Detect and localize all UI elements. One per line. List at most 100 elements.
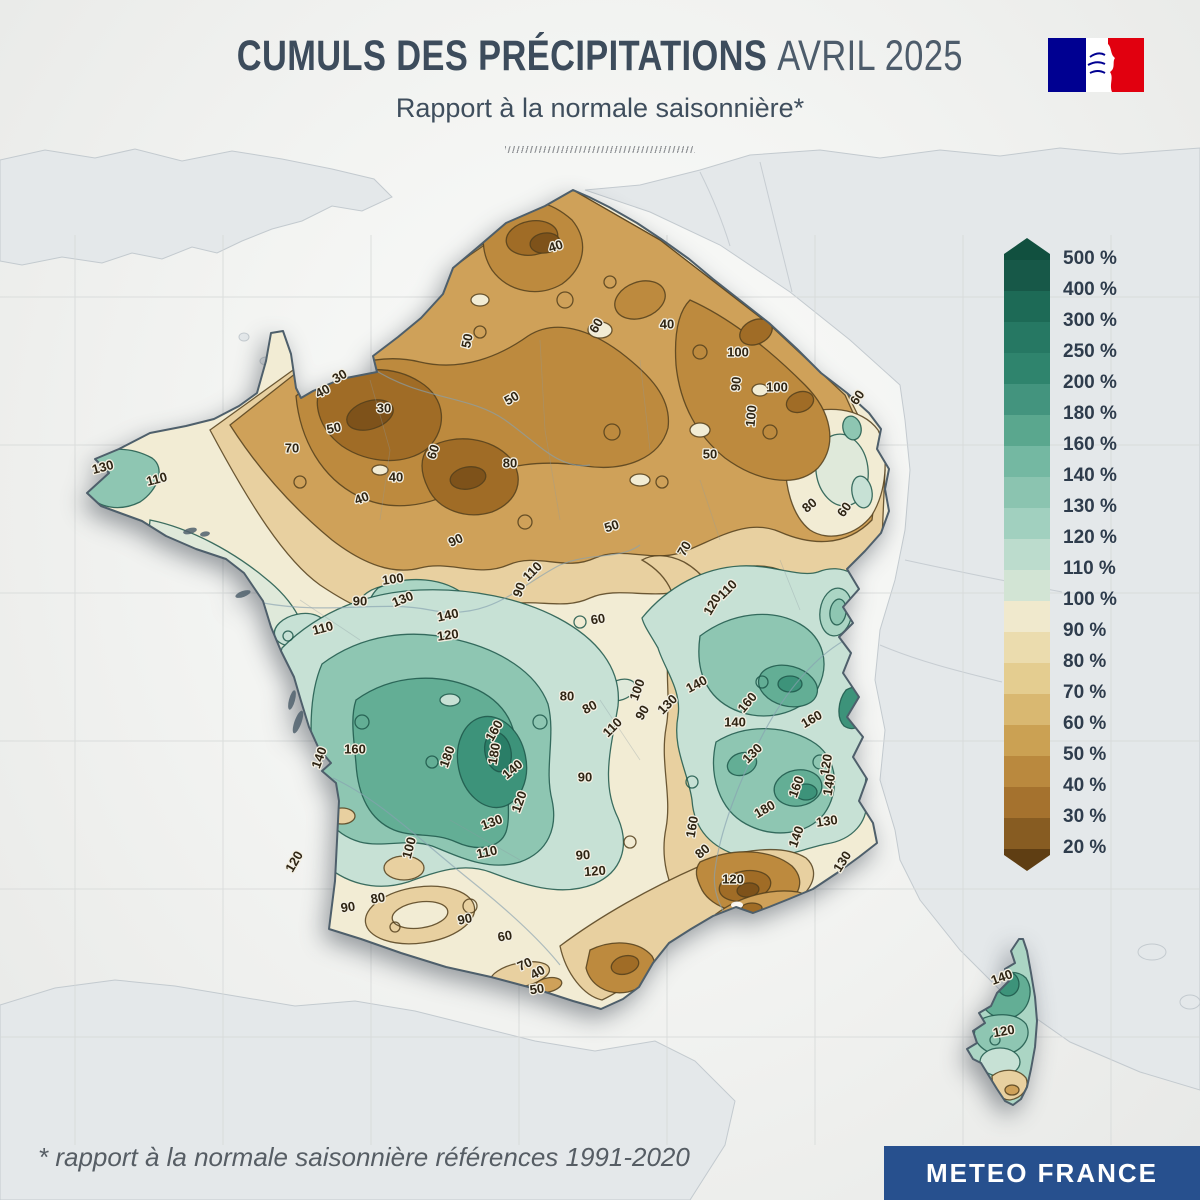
legend-label: 110 % (1063, 558, 1116, 579)
france-territory (86, 189, 1038, 1106)
legend-label: 250 % (1063, 341, 1117, 362)
color-scale-legend: 500 % 400 % 300 % 250 % 200 % 180 % 160 % 140 %… (1004, 238, 1141, 871)
brand-label: METEO FRANCE (926, 1157, 1158, 1188)
marianne-hair-icon (1087, 52, 1106, 74)
england-landmass (0, 148, 393, 266)
contour-label: 50 (529, 981, 545, 998)
contour-label: 80 (560, 688, 574, 703)
hatched-divider (505, 146, 695, 154)
legend-band (1004, 446, 1050, 477)
contour-label: 90 (340, 899, 356, 916)
legend-label: 130 % (1063, 496, 1117, 517)
contour-label: 120 (722, 871, 744, 886)
contour-label: 90 (509, 580, 528, 599)
flag-blue (1048, 38, 1086, 92)
french-republic-flag-logo (1048, 38, 1144, 92)
contour-label: 110 (311, 618, 335, 638)
legend-label: 300 % (1063, 310, 1117, 331)
contour-label: 40 (660, 316, 674, 331)
title-period: AVRIL 2025 (777, 32, 964, 80)
contour-label: 100 (766, 379, 788, 394)
marianne-profile-icon (1108, 38, 1115, 92)
contour-label: 90 (578, 769, 592, 784)
legend-label: 200 % (1063, 372, 1117, 393)
legend-label: 500 % (1063, 248, 1117, 269)
contour-label: 160 (683, 815, 702, 839)
subtitle: Rapport à la normale saisonnière* (395, 93, 805, 124)
contour-label: 80 (503, 455, 517, 470)
contour-label: 50 (703, 446, 717, 461)
contour-label: 70 (285, 440, 299, 455)
legend-label: 20 % (1063, 837, 1107, 858)
legend-band (1004, 663, 1050, 694)
legend-label: 90 % (1063, 620, 1107, 641)
legend-color-bar (1004, 238, 1050, 871)
legend-band (1004, 477, 1050, 508)
france-coastline (86, 189, 890, 1010)
flag-red (1108, 38, 1144, 92)
contour-label: 60 (496, 927, 513, 944)
legend-band (1004, 787, 1050, 818)
contour-label: 120 (584, 863, 607, 879)
legend-label: 120 % (1063, 527, 1117, 548)
legend-bands (1004, 260, 1050, 849)
legend-arrow-down-icon (1004, 849, 1050, 871)
contour-label: 140 (724, 714, 746, 729)
legend-label: 30 % (1063, 806, 1107, 827)
legend-band (1004, 508, 1050, 539)
contour-label: 180 (485, 742, 504, 766)
contour-label: 30 (377, 400, 391, 415)
island (1179, 994, 1200, 1010)
rivers (262, 367, 846, 966)
legend-labels: 500 % 400 % 300 % 250 % 200 % 180 % 160 % 140 %… (1063, 238, 1141, 871)
legend-band (1004, 539, 1050, 570)
minor-contour-rings (282, 275, 1001, 1046)
contour-label: 100 (727, 344, 749, 359)
legend-arrow-up-icon (1004, 238, 1050, 260)
contour-label: 80 (369, 889, 386, 906)
contour-label: 100 (381, 570, 405, 588)
flag-white (1086, 38, 1108, 92)
legend-label: 80 % (1063, 651, 1107, 672)
legend-band (1004, 694, 1050, 725)
contour-label: 60 (590, 611, 606, 628)
contour-label: 120 (817, 753, 836, 777)
meteo-france-brand-bar: METEO FRANCE (884, 1146, 1200, 1200)
legend-band (1004, 260, 1050, 291)
legend-label: 50 % (1063, 744, 1107, 765)
legend-band (1004, 725, 1050, 756)
contour-label: 50 (458, 332, 476, 349)
header: CUMULS DES PRÉCIPITATIONS AVRIL 2025 Rap… (0, 0, 1200, 154)
legend-band (1004, 384, 1050, 415)
legend-label: 400 % (1063, 279, 1117, 300)
legend-band (1004, 353, 1050, 384)
channel-island (238, 332, 250, 342)
legend-label: 100 % (1063, 589, 1117, 610)
title-main: CUMULS DES PRÉCIPITATIONS (236, 32, 768, 80)
coastal-islets (183, 527, 304, 734)
contour-fills (87, 190, 1031, 1101)
contour-label: 120 (992, 1022, 1016, 1041)
legend-label: 40 % (1063, 775, 1107, 796)
contour-label: 100 (743, 404, 760, 427)
contour-label: 130 (90, 457, 115, 477)
country-borders (699, 161, 1063, 683)
legend-label: 160 % (1063, 434, 1117, 455)
contour-label: 100 (399, 835, 419, 860)
legend-band (1004, 756, 1050, 787)
legend-band (1004, 818, 1050, 849)
contour-label: 110 (475, 842, 499, 861)
contour-label: 50 (602, 517, 620, 536)
contour-label: 160 (344, 741, 366, 756)
legend-band (1004, 322, 1050, 353)
legend-band (1004, 632, 1050, 663)
contour-label: 40 (352, 488, 371, 507)
contour-label: 110 (145, 469, 169, 489)
contour-label: 120 (282, 848, 306, 874)
legend-band (1004, 415, 1050, 446)
legend-band (1004, 601, 1050, 632)
legend-label: 60 % (1063, 713, 1107, 734)
contour-label: 40 (546, 237, 564, 256)
